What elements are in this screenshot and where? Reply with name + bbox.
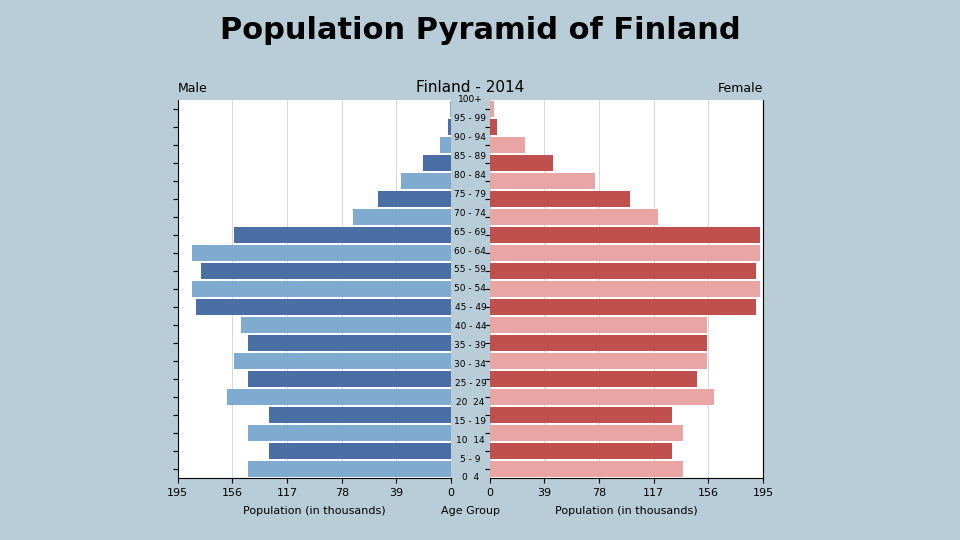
Bar bbox=[196, 299, 451, 314]
Bar bbox=[490, 353, 708, 368]
Bar bbox=[490, 264, 756, 279]
Text: 40 - 44: 40 - 44 bbox=[455, 322, 486, 331]
Bar bbox=[490, 156, 553, 171]
Bar bbox=[490, 461, 684, 477]
Bar bbox=[248, 372, 451, 387]
Text: 20  24: 20 24 bbox=[456, 398, 485, 407]
Bar bbox=[490, 137, 525, 153]
Bar bbox=[490, 281, 760, 296]
Bar bbox=[490, 299, 756, 314]
Text: 10  14: 10 14 bbox=[456, 436, 485, 444]
Text: 60 - 64: 60 - 64 bbox=[454, 247, 487, 255]
Bar bbox=[241, 318, 451, 333]
Bar bbox=[490, 210, 658, 225]
Text: Finland - 2014: Finland - 2014 bbox=[417, 79, 524, 94]
Bar bbox=[490, 173, 595, 188]
Text: 25 - 29: 25 - 29 bbox=[454, 379, 487, 388]
Bar bbox=[490, 443, 672, 458]
Bar bbox=[202, 264, 451, 279]
Bar bbox=[248, 461, 451, 477]
Bar bbox=[490, 389, 714, 404]
Text: 95 - 99: 95 - 99 bbox=[454, 114, 487, 123]
Text: Population Pyramid of Finland: Population Pyramid of Finland bbox=[220, 16, 740, 45]
Text: 0  4: 0 4 bbox=[462, 474, 479, 482]
Bar bbox=[490, 191, 630, 207]
Text: Population (in thousands): Population (in thousands) bbox=[243, 505, 386, 516]
Text: Age Group: Age Group bbox=[441, 505, 500, 516]
Text: 85 - 89: 85 - 89 bbox=[454, 152, 487, 161]
Text: 70 - 74: 70 - 74 bbox=[454, 209, 487, 218]
Bar bbox=[400, 173, 451, 188]
Bar bbox=[490, 102, 493, 117]
Bar bbox=[490, 227, 760, 242]
Text: 100+: 100+ bbox=[458, 96, 483, 104]
Text: Female: Female bbox=[718, 82, 763, 94]
Bar bbox=[490, 245, 760, 261]
Text: 30 - 34: 30 - 34 bbox=[454, 360, 487, 369]
Text: 35 - 39: 35 - 39 bbox=[454, 341, 487, 350]
Bar bbox=[269, 407, 451, 422]
Bar bbox=[490, 119, 496, 134]
Text: 75 - 79: 75 - 79 bbox=[454, 190, 487, 199]
Text: 90 - 94: 90 - 94 bbox=[454, 133, 487, 142]
Bar bbox=[269, 443, 451, 458]
Bar bbox=[490, 426, 684, 441]
Text: Population (in thousands): Population (in thousands) bbox=[555, 505, 698, 516]
Bar bbox=[490, 407, 672, 422]
Text: 15 - 19: 15 - 19 bbox=[454, 417, 487, 426]
Text: 55 - 59: 55 - 59 bbox=[454, 266, 487, 274]
Bar bbox=[490, 335, 708, 350]
Text: 45 - 49: 45 - 49 bbox=[454, 303, 487, 312]
Text: 5 - 9: 5 - 9 bbox=[460, 455, 481, 463]
Bar bbox=[233, 227, 451, 242]
Bar bbox=[448, 119, 451, 134]
Bar bbox=[378, 191, 451, 207]
Bar bbox=[353, 210, 451, 225]
Bar bbox=[248, 335, 451, 350]
Bar bbox=[192, 281, 451, 296]
Bar bbox=[423, 156, 451, 171]
Bar bbox=[192, 245, 451, 261]
Bar bbox=[490, 372, 697, 387]
Bar bbox=[248, 426, 451, 441]
Text: 65 - 69: 65 - 69 bbox=[454, 228, 487, 237]
Bar bbox=[450, 102, 451, 117]
Text: Male: Male bbox=[178, 82, 207, 94]
Text: 80 - 84: 80 - 84 bbox=[454, 171, 487, 180]
Bar bbox=[233, 353, 451, 368]
Bar bbox=[490, 318, 708, 333]
Text: 50 - 54: 50 - 54 bbox=[454, 285, 487, 293]
Bar bbox=[227, 389, 451, 404]
Bar bbox=[440, 137, 451, 153]
